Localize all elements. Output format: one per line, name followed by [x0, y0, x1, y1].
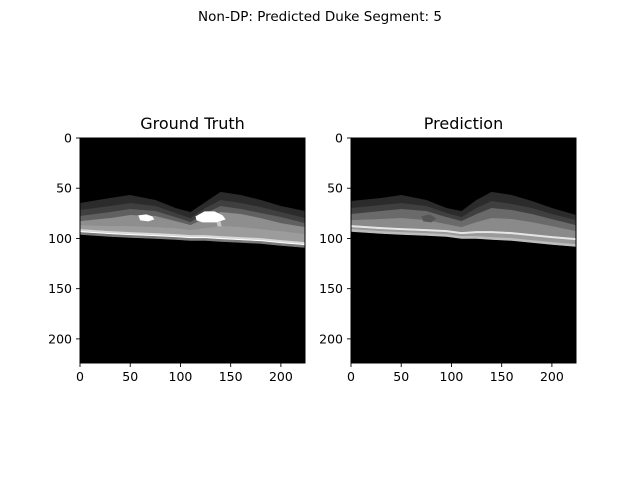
- prediction-title: Prediction: [424, 114, 503, 133]
- ground-truth-x-tick-label: 150: [219, 369, 243, 384]
- prediction-bright-region-0: [421, 214, 437, 223]
- ground-truth-panel: Ground Truth 0 50 100 150 200 0 50 100 150 200: [48, 114, 306, 384]
- ground-truth-x-tick-label: 50: [122, 369, 138, 384]
- ground-truth-image-background: [80, 138, 305, 363]
- figure-suptitle: Non-DP: Predicted Duke Segment: 5: [198, 9, 442, 25]
- ground-truth-bright-region-1: [195, 211, 226, 223]
- ground-truth-layer-band-7: [80, 232, 305, 248]
- prediction-x-tick-label: 200: [540, 369, 564, 384]
- ground-truth-axes-frame: [79, 137, 306, 364]
- prediction-axes-frame: [350, 137, 577, 364]
- prediction-x-tick-label: 100: [440, 369, 464, 384]
- prediction-panel: Prediction 0 50 100 150 200 0 50 100 150 200: [319, 114, 577, 384]
- ground-truth-bright-region-2: [216, 221, 222, 227]
- ground-truth-y-tick-label: 0: [64, 131, 72, 146]
- ground-truth-y-tick-label: 150: [48, 281, 72, 296]
- prediction-y-tick-label: 100: [319, 231, 343, 246]
- ground-truth-y-tick-label: 50: [56, 181, 72, 196]
- ground-truth-x-tick-label: 100: [169, 369, 193, 384]
- prediction-y-tick-label: 200: [319, 331, 343, 346]
- prediction-layer-band-6: [351, 229, 576, 247]
- prediction-y-tick-label: 0: [335, 131, 343, 146]
- ground-truth-y-tick-label: 100: [48, 231, 72, 246]
- prediction-y-tick-label: 50: [327, 181, 343, 196]
- ground-truth-y-tick-label: 200: [48, 331, 72, 346]
- prediction-y-tick-label: 150: [319, 281, 343, 296]
- ground-truth-bright-region-0: [138, 214, 155, 222]
- prediction-x-tick-label: 0: [347, 369, 355, 384]
- ground-truth-x-tick-label: 200: [269, 369, 293, 384]
- prediction-image-background: [351, 138, 576, 363]
- prediction-x-tick-label: 150: [490, 369, 514, 384]
- ground-truth-x-tick-label: 0: [76, 369, 84, 384]
- prediction-x-tick-label: 50: [393, 369, 409, 384]
- ground-truth-title: Ground Truth: [140, 114, 245, 133]
